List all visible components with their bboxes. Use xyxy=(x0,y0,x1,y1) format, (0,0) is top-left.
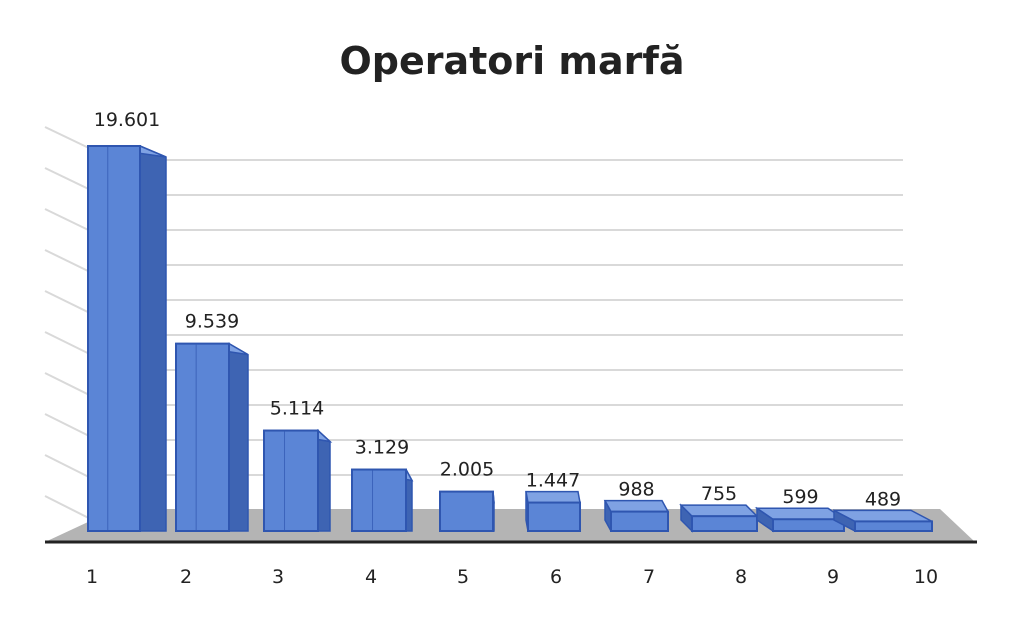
bar xyxy=(833,509,933,533)
x-tick-label: 9 xyxy=(827,566,839,588)
chart-title: Operatori marfă xyxy=(339,39,684,83)
x-tick-label: 10 xyxy=(914,566,938,588)
bar xyxy=(351,468,414,533)
x-axis-ticks: 1 2 3 4 5 6 7 8 9 10 xyxy=(86,566,938,588)
x-tick-label: 3 xyxy=(272,566,284,588)
data-label: 3.129 xyxy=(355,437,409,459)
x-tick-label: 1 xyxy=(86,566,98,588)
bars xyxy=(87,144,933,533)
bar xyxy=(679,503,759,533)
data-label: 1.447 xyxy=(526,470,580,492)
x-tick-label: 6 xyxy=(550,566,562,588)
data-label: 9.539 xyxy=(185,311,239,333)
x-tick-label: 5 xyxy=(457,566,469,588)
x-tick-label: 7 xyxy=(643,566,655,588)
bar xyxy=(263,428,333,532)
data-label: 599 xyxy=(782,486,818,508)
bar xyxy=(525,490,581,533)
bar xyxy=(603,499,670,532)
data-label: 755 xyxy=(701,483,737,505)
data-label: 489 xyxy=(865,488,901,510)
data-label: 19.601 xyxy=(94,109,160,131)
data-label: 988 xyxy=(618,479,654,501)
x-tick-label: 2 xyxy=(180,566,192,588)
bar xyxy=(754,506,847,533)
bar xyxy=(439,490,495,532)
bar xyxy=(175,342,249,532)
bar xyxy=(87,144,167,532)
data-label: 2.005 xyxy=(440,459,494,481)
x-tick-label: 8 xyxy=(735,566,747,588)
data-label: 5.114 xyxy=(270,398,324,420)
x-tick-label: 4 xyxy=(365,566,377,588)
data-labels: 19.601 9.539 5.114 3.129 2.005 1.447 988 755 599… xyxy=(94,109,901,510)
